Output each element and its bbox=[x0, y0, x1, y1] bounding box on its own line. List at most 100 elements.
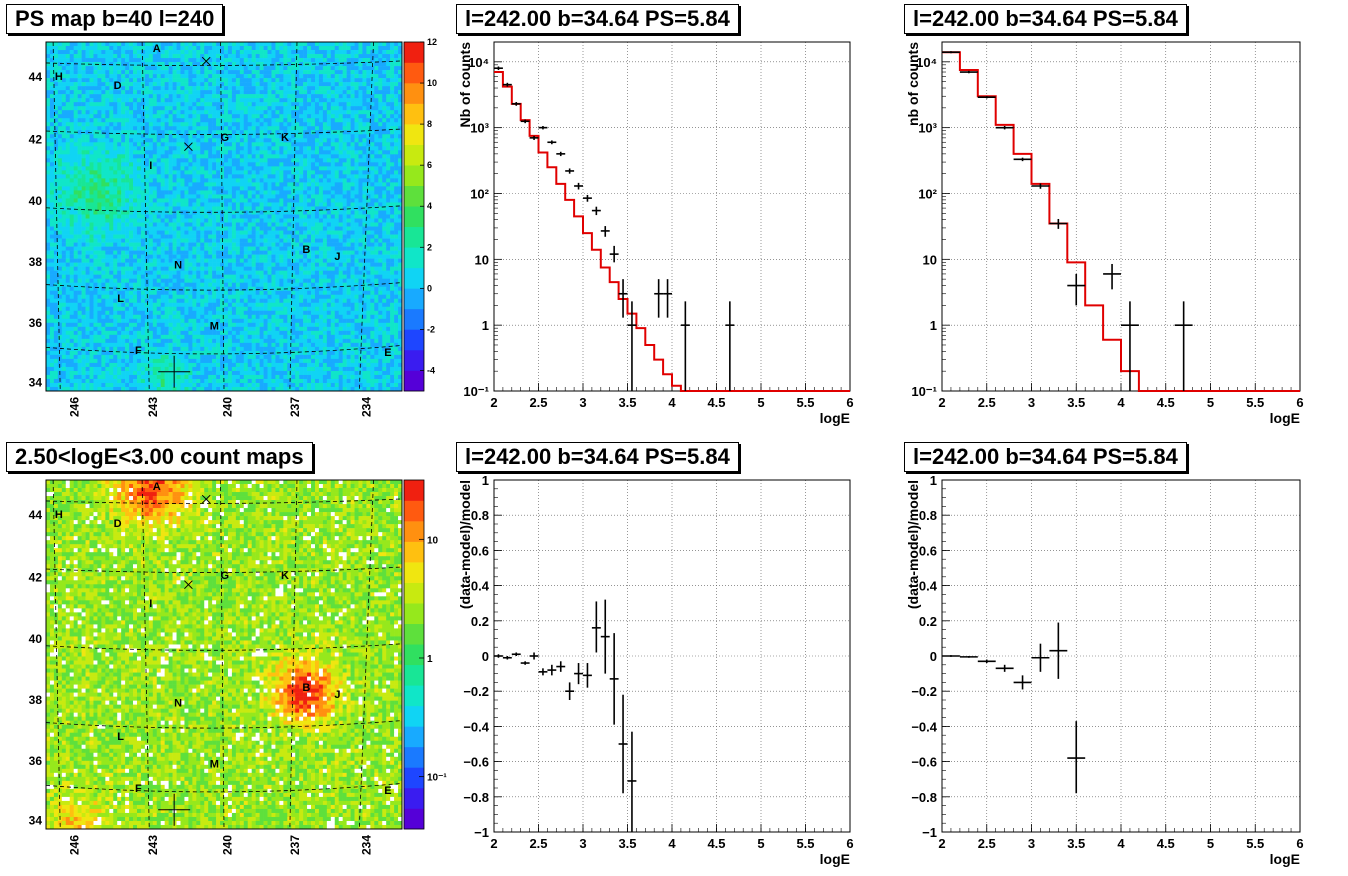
map-cell bbox=[129, 234, 134, 239]
map-cell bbox=[192, 206, 197, 211]
map-cell bbox=[121, 98, 126, 103]
map-cell bbox=[243, 130, 249, 135]
map-cell bbox=[338, 150, 343, 155]
map-cell bbox=[394, 138, 399, 143]
map-cell bbox=[354, 194, 359, 199]
map-cell bbox=[97, 166, 102, 171]
map-cell bbox=[46, 210, 51, 215]
map-cell bbox=[93, 162, 98, 167]
map-cell bbox=[283, 230, 288, 235]
map-cell bbox=[275, 190, 280, 195]
map-cell bbox=[247, 198, 252, 203]
map-cell bbox=[113, 222, 118, 227]
map-cell bbox=[303, 178, 308, 183]
map-cell bbox=[184, 198, 189, 203]
map-cell bbox=[342, 194, 347, 199]
map-cell bbox=[295, 102, 300, 107]
map-cell bbox=[164, 134, 169, 139]
map-cell bbox=[85, 254, 90, 259]
map-cell bbox=[188, 250, 193, 255]
map-cell bbox=[362, 214, 367, 219]
map-cell bbox=[231, 162, 237, 167]
map-cell bbox=[370, 130, 375, 135]
map-cell bbox=[204, 66, 209, 71]
map-cell bbox=[136, 126, 142, 131]
map-cell bbox=[85, 246, 90, 251]
map-cell bbox=[227, 74, 233, 79]
map-cell bbox=[129, 202, 134, 207]
map-cell bbox=[212, 126, 217, 131]
map-cell bbox=[255, 222, 260, 227]
map-cell bbox=[398, 186, 403, 191]
map-cell bbox=[168, 166, 173, 171]
map-cell bbox=[311, 242, 316, 247]
map-cell bbox=[184, 98, 189, 103]
map-cell bbox=[374, 50, 379, 55]
map-cell bbox=[386, 126, 391, 131]
map-cell bbox=[216, 94, 221, 99]
map-cell bbox=[77, 46, 82, 51]
map-cell bbox=[57, 86, 63, 91]
map-cell bbox=[322, 166, 328, 171]
map-cell bbox=[57, 78, 63, 83]
map-cell bbox=[49, 238, 55, 243]
map-cell bbox=[295, 222, 300, 227]
map-cell bbox=[279, 234, 284, 239]
map-cell bbox=[330, 182, 336, 187]
map-cell bbox=[89, 246, 94, 251]
map-cell bbox=[113, 138, 118, 143]
map-cell bbox=[227, 110, 233, 115]
map-cell bbox=[220, 70, 225, 75]
map-cell bbox=[279, 58, 284, 63]
map-cell bbox=[386, 210, 391, 215]
map-cell bbox=[148, 234, 154, 239]
map-cell bbox=[196, 130, 201, 135]
map-cell bbox=[247, 254, 252, 259]
map-cell bbox=[196, 58, 201, 63]
map-cell bbox=[338, 170, 343, 175]
map-cell bbox=[121, 174, 126, 179]
map-cell bbox=[172, 66, 177, 71]
map-cell bbox=[354, 234, 359, 239]
map-cell bbox=[160, 166, 165, 171]
map-cell bbox=[57, 58, 63, 63]
map-cell bbox=[235, 98, 241, 103]
map-cell bbox=[227, 90, 233, 95]
map-cell bbox=[136, 246, 142, 251]
map-cell bbox=[358, 178, 363, 183]
map-cell bbox=[330, 142, 336, 147]
map-cell bbox=[204, 146, 209, 151]
map-cell bbox=[148, 130, 154, 135]
map-cell bbox=[121, 234, 126, 239]
map-cell bbox=[382, 146, 387, 151]
map-cell bbox=[49, 118, 55, 123]
map-cell bbox=[334, 234, 340, 239]
map-cell bbox=[326, 210, 332, 215]
map-cell bbox=[259, 118, 264, 123]
map-cell bbox=[212, 186, 217, 191]
map-cell bbox=[208, 206, 213, 211]
map-cell bbox=[73, 230, 78, 235]
map-cell bbox=[152, 202, 158, 207]
map-cell bbox=[303, 222, 308, 227]
map-cell bbox=[346, 102, 351, 107]
map-cell bbox=[136, 190, 142, 195]
map-cell bbox=[299, 166, 304, 171]
map-cell bbox=[235, 246, 241, 251]
map-cell bbox=[295, 118, 300, 123]
map-cell bbox=[97, 150, 102, 155]
map-cell bbox=[212, 98, 217, 103]
map-cell bbox=[216, 90, 221, 95]
map-cell bbox=[251, 114, 256, 119]
map-cell bbox=[140, 110, 146, 115]
map-cell bbox=[378, 226, 383, 231]
map-cell bbox=[318, 54, 324, 59]
map-cell bbox=[366, 114, 371, 119]
map-cell bbox=[370, 66, 375, 71]
map-cell bbox=[382, 206, 387, 211]
map-cell bbox=[374, 130, 379, 135]
map-cell bbox=[89, 82, 94, 87]
map-cell bbox=[69, 54, 74, 59]
map-cell bbox=[275, 114, 280, 119]
map-cell bbox=[117, 254, 122, 259]
